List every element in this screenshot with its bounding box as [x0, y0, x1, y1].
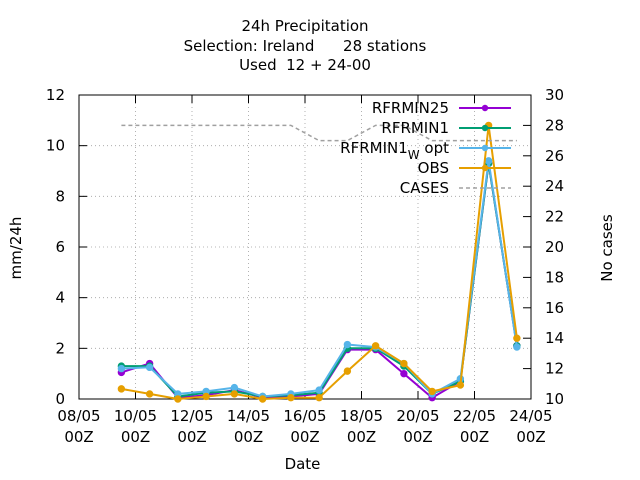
data-point-3 — [428, 387, 436, 396]
y2-tick-label: 28 — [545, 116, 564, 134]
y-tick-label: 4 — [55, 289, 65, 307]
data-point-3 — [287, 394, 295, 402]
data-point-3 — [315, 394, 323, 402]
data-point-2 — [484, 157, 493, 165]
legend-marker-2 — [481, 144, 489, 152]
x-axis-label: Date — [284, 455, 321, 473]
data-point-3 — [400, 359, 408, 368]
x-tick-label-date: 14/05 — [227, 407, 270, 425]
x-tick-label-date: 16/05 — [283, 407, 326, 425]
x-tick-label-time: 00Z — [347, 428, 376, 446]
data-point-3 — [202, 392, 210, 401]
y2-tick-label: 16 — [545, 299, 564, 317]
data-point-3 — [513, 334, 521, 342]
data-point-3 — [117, 385, 126, 393]
y2-tick-label: 12 — [545, 360, 564, 378]
y2-axis-label: No cases — [598, 214, 616, 282]
data-point-3 — [371, 342, 380, 350]
series-line-0 — [121, 162, 518, 399]
data-point-3 — [230, 390, 239, 398]
x-tick-label-time: 00Z — [64, 428, 93, 446]
data-point-3 — [174, 395, 182, 403]
data-point-3 — [258, 395, 267, 403]
y-tick-label: 2 — [55, 339, 65, 357]
data-point-2 — [117, 364, 126, 373]
series-line-4 — [121, 124, 517, 142]
y2-tick-label: 10 — [545, 390, 564, 408]
legend-marker-1 — [481, 124, 489, 132]
chart-title: 24h Precipitation — [241, 17, 369, 35]
chart-subtitle-used: Used 12 + 24-00 — [239, 56, 371, 74]
y-tick-label: 6 — [55, 238, 65, 256]
x-tick-label-time: 00Z — [177, 428, 206, 446]
y2-tick-label: 30 — [545, 86, 564, 104]
x-tick-label-time: 00Z — [234, 428, 263, 446]
data-point-2 — [315, 386, 323, 394]
series-line-3 — [121, 124, 518, 400]
y-tick-label: 12 — [46, 86, 65, 104]
y2-tick-label: 24 — [545, 177, 564, 195]
x-tick-label-date: 12/05 — [170, 407, 213, 425]
x-tick-label-date: 18/05 — [340, 407, 383, 425]
x-tick-label-time: 00Z — [516, 428, 545, 446]
data-point-0 — [400, 369, 408, 378]
x-tick-label-time: 00Z — [290, 428, 319, 446]
legend-marker-0 — [481, 104, 489, 112]
legend-label-1: RFRMIN1 — [381, 119, 449, 137]
x-tick-label-date: 24/05 — [509, 407, 552, 425]
x-tick-label-date: 20/05 — [396, 407, 439, 425]
x-tick-label-time: 00Z — [460, 428, 489, 446]
y2-tick-label: 18 — [545, 268, 564, 286]
data-point-2 — [230, 383, 239, 392]
x-tick-label-date: 22/05 — [453, 407, 496, 425]
y-tick-label: 0 — [55, 390, 65, 408]
legend-label-3: OBS — [418, 159, 449, 177]
x-tick-label-time: 00Z — [121, 428, 150, 446]
legend-marker-3 — [481, 164, 489, 172]
y2-tick-label: 22 — [545, 208, 564, 226]
legend-label-4: CASES — [400, 179, 449, 197]
y2-tick-label: 20 — [545, 238, 564, 256]
data-point-2 — [145, 363, 154, 372]
y-tick-label: 10 — [46, 137, 65, 155]
legend-label-2: RFRMIN1W opt — [340, 139, 449, 162]
y-axis-label: mm/24h — [7, 216, 25, 280]
legend-label-0: RFRMIN25 — [372, 99, 449, 117]
y2-tick-label: 14 — [545, 329, 564, 347]
y2-tick-label: 26 — [545, 147, 564, 165]
data-point-3 — [145, 390, 154, 398]
chart-subtitle-selection: Selection: Ireland 28 stations — [183, 37, 427, 55]
data-point-3 — [456, 381, 465, 389]
x-tick-label-time: 00Z — [403, 428, 432, 446]
series-line-1 — [121, 162, 518, 398]
data-point-3 — [343, 367, 352, 375]
data-point-2 — [343, 340, 352, 349]
data-point-2 — [513, 343, 521, 351]
y-tick-label: 8 — [55, 187, 65, 205]
x-tick-label-date: 08/05 — [57, 407, 100, 425]
x-tick-label-date: 10/05 — [114, 407, 157, 425]
